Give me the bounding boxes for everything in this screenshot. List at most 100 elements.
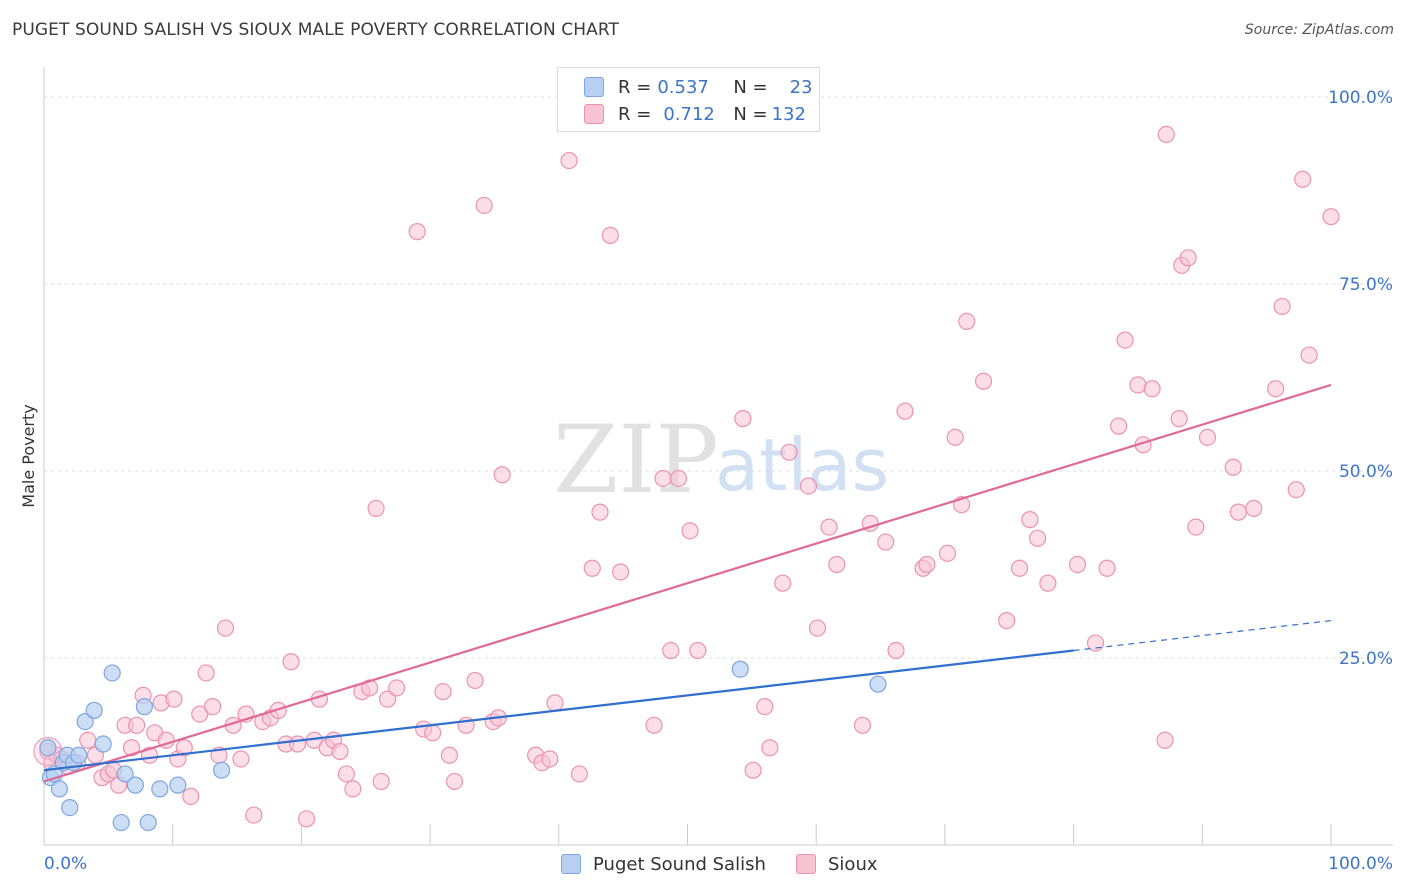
sioux-point	[583, 559, 601, 577]
sioux-point	[216, 619, 235, 637]
sioux-point	[774, 574, 792, 592]
sioux-point	[744, 761, 762, 779]
sioux-point	[1028, 529, 1047, 547]
salish-point	[61, 798, 79, 817]
legend-row-sioux: R = 0.712 N = 132	[584, 102, 806, 126]
y-tick-label: 25.0%	[1339, 649, 1393, 669]
sioux-point	[974, 372, 993, 390]
r-value: 0.712	[663, 103, 715, 125]
sioux-point	[1294, 170, 1312, 188]
sioux-point	[1098, 559, 1116, 577]
sioux-point	[288, 735, 307, 753]
sioux-point	[232, 750, 250, 768]
sioux-point	[165, 690, 183, 708]
sioux-point	[175, 739, 193, 757]
sioux-point	[1229, 503, 1247, 521]
sioux-point	[203, 698, 222, 716]
r-label: R =	[618, 76, 652, 98]
sioux-point	[1110, 417, 1128, 435]
sioux-point	[1068, 555, 1087, 574]
sioux-point	[681, 522, 699, 540]
trend-lines	[43, 383, 1332, 783]
salish-point	[135, 698, 153, 716]
sioux-point	[1187, 518, 1205, 536]
sioux-point	[1273, 297, 1291, 316]
salish-point	[169, 776, 187, 794]
sioux-point	[466, 671, 484, 690]
sioux-point	[1156, 731, 1174, 749]
sioux-point	[601, 226, 619, 244]
sioux-point	[79, 731, 97, 749]
salish-point	[39, 739, 57, 757]
sioux-point	[1245, 499, 1263, 517]
sioux-point	[367, 499, 385, 517]
sioux-point	[780, 443, 798, 461]
sioux-point	[1039, 574, 1057, 592]
sioux-point	[1021, 511, 1039, 529]
x-tick-label: 0.0%	[44, 854, 87, 874]
sioux-point	[662, 641, 680, 660]
sioux-point	[1224, 458, 1242, 476]
sioux-point	[541, 750, 559, 768]
salish-point	[126, 776, 144, 794]
sioux-point	[282, 653, 300, 671]
sioux-point	[245, 806, 263, 824]
sioux-point	[424, 724, 442, 742]
sioux-point	[820, 518, 838, 536]
sioux-point	[546, 694, 564, 712]
salish-point	[213, 761, 231, 779]
sioux-point	[361, 679, 379, 697]
sioux-point	[388, 679, 406, 697]
n-label: N =	[733, 103, 768, 125]
salish-point	[76, 712, 94, 731]
sioux-point	[379, 690, 397, 708]
tick-labels: 25.0% 50.0% 75.0% 100.0% 0.0% 100.0%	[44, 88, 1393, 874]
sioux-swatch	[796, 854, 816, 874]
watermark: ZIP atlas	[553, 406, 889, 515]
sioux-point	[1179, 249, 1197, 267]
sioux-point	[475, 196, 493, 215]
sioux-point	[337, 765, 356, 783]
salish-point	[116, 765, 134, 783]
sioux-point	[946, 428, 964, 446]
sioux-point	[434, 683, 452, 701]
sioux-point	[1287, 481, 1305, 499]
r-label: R =	[618, 103, 652, 125]
sioux-point	[1116, 331, 1134, 349]
salish-trend-line	[43, 649, 1074, 772]
sioux-point	[1129, 376, 1147, 394]
sioux-point	[560, 151, 578, 170]
salish-point	[70, 746, 88, 764]
bottom-legend-sioux: Sioux	[796, 852, 878, 876]
salish-swatch	[584, 77, 604, 97]
correlation-legend: R = 0.537 N = 23 R = 0.712 N = 132	[557, 67, 820, 132]
sioux-point	[331, 742, 349, 761]
bottom-legend-salish: Puget Sound Salish	[561, 852, 766, 876]
sioux-point	[1322, 208, 1340, 226]
salish-point	[85, 701, 103, 719]
sioux-point	[191, 705, 209, 723]
y-tick-label: 75.0%	[1339, 275, 1393, 295]
sioux-point	[828, 555, 846, 574]
sioux-point	[756, 698, 774, 716]
chart-title: PUGET SOUND SALISH VS SIOUX MALE POVERTY…	[12, 20, 620, 40]
watermark-atlas: atlas	[715, 423, 889, 507]
sioux-point	[761, 739, 779, 757]
sioux-trend-line	[43, 383, 1332, 783]
watermark-zip: ZIP	[553, 406, 719, 515]
sioux-point	[440, 746, 459, 764]
sioux-point	[445, 772, 464, 791]
sioux-point	[808, 619, 827, 637]
sioux-point	[1198, 428, 1217, 446]
sioux-point	[570, 765, 588, 783]
sioux-point	[1300, 346, 1318, 364]
sioux-point	[128, 716, 146, 734]
x-tick-label: 100.0%	[1328, 854, 1393, 874]
sioux-point	[853, 716, 872, 734]
sioux-point	[958, 312, 976, 330]
y-tick-label: 50.0%	[1339, 462, 1393, 482]
salish-point	[50, 780, 69, 798]
sioux-point	[1170, 410, 1188, 428]
salish-point	[94, 735, 112, 753]
